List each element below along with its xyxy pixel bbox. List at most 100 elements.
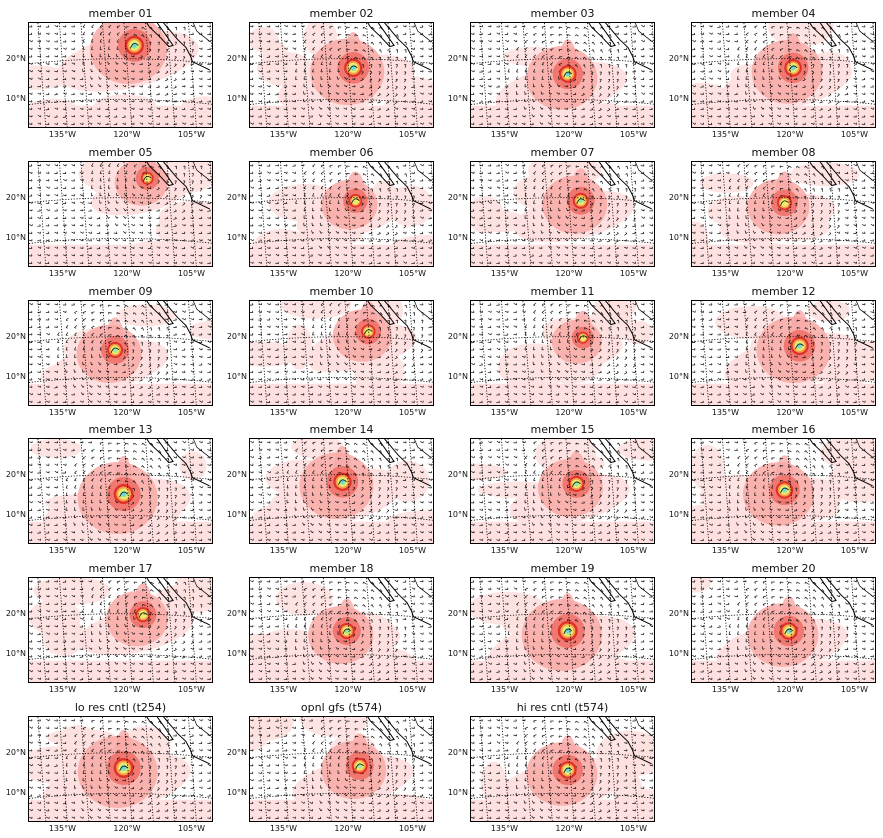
lat-tick-label: 10°N [442,510,468,519]
wind-map-svg [29,717,213,822]
panel-title: member 07 [470,146,655,159]
wind-map [691,22,876,128]
lat-tick-label: 20°N [442,748,468,757]
lat-tick-label: 20°N [0,470,26,479]
lon-tick-label: 105°W [613,824,653,833]
lon-tick-label: 105°W [613,685,653,694]
wind-map-svg [29,301,213,406]
lon-tick-label: 105°W [613,269,653,278]
lon-tick-label: 120°W [328,824,368,833]
lat-tick-label: 10°N [663,510,689,519]
panel-title: member 17 [28,562,213,575]
lon-tick-label: 120°W [107,408,147,417]
panel-title: member 16 [691,423,876,436]
wind-map [249,716,434,822]
wind-map [470,577,655,683]
wind-map-svg [29,439,213,544]
lon-tick-label: 135°W [42,685,82,694]
wind-map [28,300,213,406]
panel-title: member 14 [249,423,434,436]
lon-tick-label: 105°W [392,130,432,139]
lon-tick-label: 135°W [705,408,745,417]
lon-tick-label: 105°W [171,269,211,278]
lon-tick-label: 135°W [484,269,524,278]
lon-tick-label: 120°W [770,546,810,555]
lon-tick-label: 105°W [171,408,211,417]
lon-tick-label: 135°W [705,546,745,555]
wind-map [28,22,213,128]
panel-title: member 01 [28,7,213,20]
lat-tick-label: 10°N [663,233,689,242]
lat-tick-label: 20°N [663,193,689,202]
lat-tick-label: 10°N [221,372,247,381]
storm-core [114,484,134,504]
wind-map [249,161,434,267]
wind-map-svg [692,301,876,406]
storm-core [577,332,589,344]
wind-map-svg [250,717,434,822]
lat-tick-label: 20°N [442,193,468,202]
lat-tick-label: 20°N [0,609,26,618]
lat-tick-label: 10°N [0,233,26,242]
lon-tick-label: 105°W [392,408,432,417]
lon-tick-label: 105°W [392,685,432,694]
wind-map [470,22,655,128]
wind-map-svg [471,162,655,267]
wind-speed-field [29,578,213,683]
lon-tick-label: 105°W [834,685,874,694]
wind-map-svg [250,301,434,406]
panel-title: member 02 [249,7,434,20]
lon-tick-label: 105°W [171,824,211,833]
panel-title: member 20 [691,562,876,575]
wind-map-svg [250,439,434,544]
lon-tick-label: 120°W [328,408,368,417]
lat-tick-label: 10°N [0,372,26,381]
storm-core [558,621,578,641]
lat-tick-label: 10°N [221,649,247,658]
lon-tick-label: 135°W [263,269,303,278]
lat-tick-label: 20°N [0,332,26,341]
wind-speed-field [692,162,876,267]
lon-tick-label: 105°W [613,130,653,139]
lon-tick-label: 135°W [484,546,524,555]
lon-tick-label: 135°W [263,685,303,694]
wind-speed-field [250,439,434,544]
lat-tick-label: 10°N [663,372,689,381]
lon-tick-label: 105°W [613,408,653,417]
wind-map [249,577,434,683]
wind-map-svg [471,578,655,683]
lat-tick-label: 10°N [221,94,247,103]
wind-map-svg [692,578,876,683]
wind-map [691,577,876,683]
panel-title: member 15 [470,423,655,436]
panel-title: member 12 [691,285,876,298]
wind-map-svg [692,162,876,267]
wind-speed-field [692,23,876,128]
lat-tick-label: 10°N [442,233,468,242]
lon-tick-label: 120°W [549,685,589,694]
lon-tick-label: 105°W [392,269,432,278]
lon-tick-label: 120°W [107,685,147,694]
storm-core [568,476,584,492]
wind-speed-field [250,717,434,822]
panel-title: member 19 [470,562,655,575]
wind-map [470,300,655,406]
wind-map-svg [471,439,655,544]
lon-tick-label: 135°W [705,685,745,694]
panel-title: member 03 [470,7,655,20]
lat-tick-label: 20°N [0,54,26,63]
lon-tick-label: 120°W [328,130,368,139]
lat-tick-label: 20°N [663,332,689,341]
panel-title: lo res cntl (t254) [28,701,213,714]
wind-map-svg [250,23,434,128]
lat-tick-label: 20°N [663,609,689,618]
wind-map [470,716,655,822]
